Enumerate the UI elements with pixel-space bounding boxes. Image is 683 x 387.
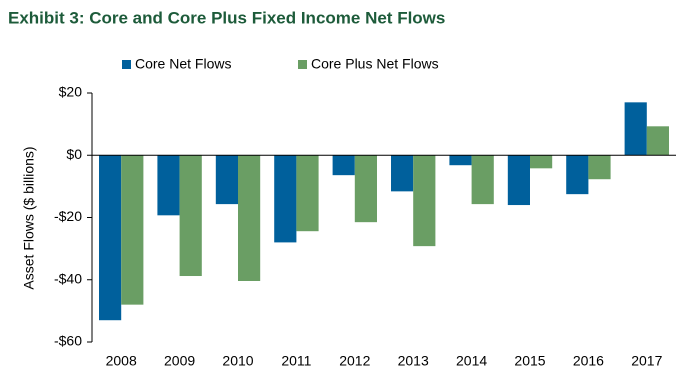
y-tick-label: $0 — [66, 146, 82, 162]
bar — [530, 155, 553, 169]
bar — [179, 155, 202, 277]
x-tick-label: 2016 — [573, 353, 604, 369]
bar — [238, 155, 261, 281]
bar — [391, 155, 414, 192]
x-tick-label: 2011 — [281, 353, 311, 369]
x-tick-label: 2017 — [631, 353, 662, 369]
legend-label: Core Plus Net Flows — [311, 56, 439, 72]
legend-swatch — [298, 60, 307, 69]
y-axis-title: Asset Flows ($ billions) — [21, 146, 37, 289]
bar — [121, 155, 144, 305]
y-tick-label: -$60 — [54, 333, 82, 349]
x-tick-label: 2014 — [456, 353, 487, 369]
bar — [354, 155, 377, 223]
x-tick-label: 2012 — [339, 353, 370, 369]
x-tick-label: 2013 — [398, 353, 429, 369]
y-tick-label: -$20 — [54, 208, 82, 224]
x-tick-label: 2015 — [514, 353, 545, 369]
bar — [215, 155, 238, 205]
bar — [646, 126, 669, 156]
bar — [332, 155, 355, 176]
x-tick-label: 2008 — [106, 353, 137, 369]
bar — [449, 155, 472, 166]
bar — [296, 155, 319, 232]
bar — [507, 155, 530, 206]
y-tick-label: $20 — [59, 84, 83, 100]
x-tick-label: 2009 — [164, 353, 195, 369]
bar — [588, 155, 611, 180]
bar — [471, 155, 494, 205]
x-tick-label: 2010 — [222, 353, 253, 369]
bar — [274, 155, 297, 243]
bar — [624, 102, 647, 156]
y-tick-label: -$40 — [54, 270, 82, 286]
bar — [566, 155, 589, 195]
bar — [157, 155, 180, 216]
bar — [99, 155, 122, 321]
bar — [413, 155, 436, 247]
legend-swatch — [122, 60, 131, 69]
chart-title: Exhibit 3: Core and Core Plus Fixed Inco… — [8, 8, 445, 27]
legend-label: Core Net Flows — [135, 56, 231, 72]
